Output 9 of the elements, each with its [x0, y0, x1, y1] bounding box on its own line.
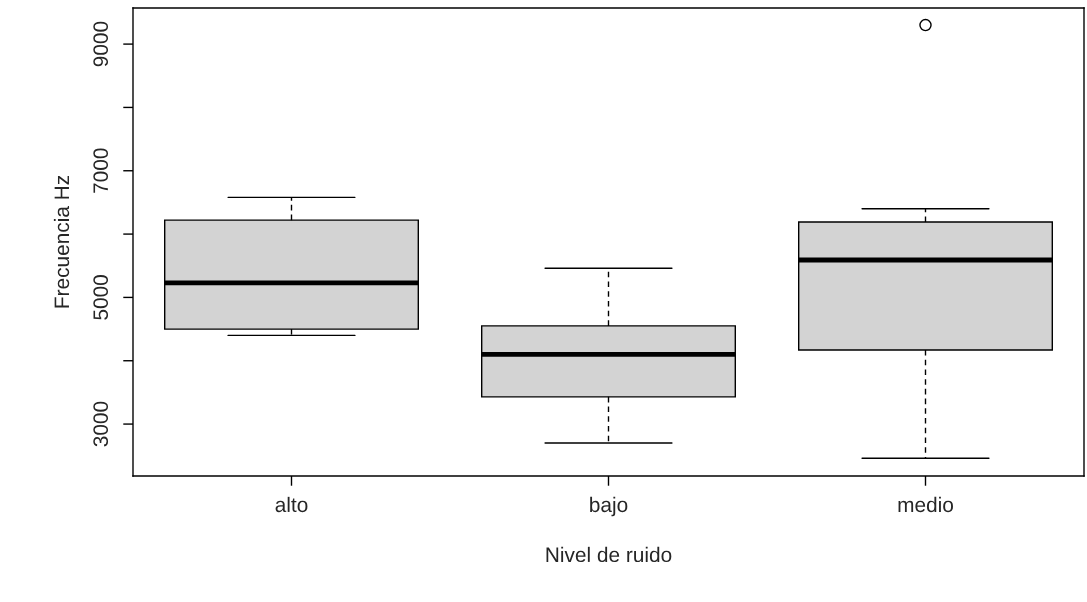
y-tick-label: 7000 — [93, 148, 109, 193]
y-tick-label: 9000 — [93, 21, 109, 67]
x-tick-label: alto — [275, 496, 308, 513]
y-axis-title: Frecuencia Hz — [53, 175, 70, 308]
x-axis-title: Nivel de ruido — [546, 546, 672, 563]
y-tick-label: 3000 — [93, 401, 109, 447]
x-tick-label: bajo — [590, 496, 628, 517]
x-tick-label: medio — [898, 496, 953, 513]
y-tick-label: 5000 — [93, 275, 109, 320]
